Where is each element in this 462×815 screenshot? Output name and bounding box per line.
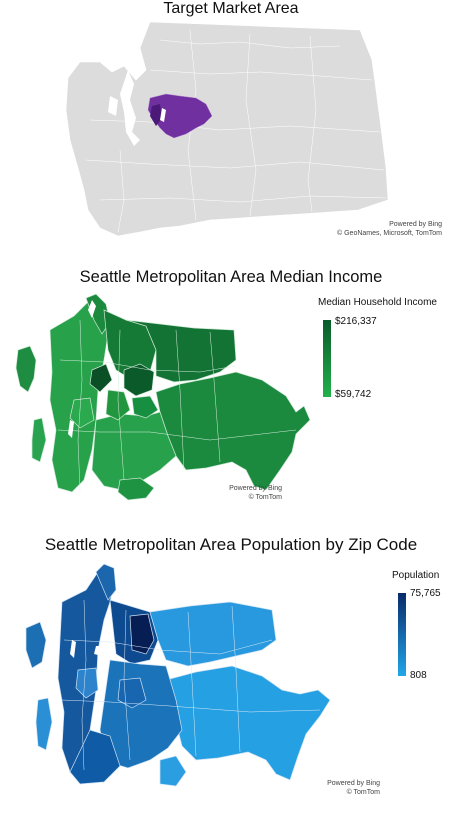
income-legend-max: $216,337 bbox=[335, 316, 377, 327]
population-legend-max: 75,765 bbox=[410, 588, 441, 599]
population-legend-min: 808 bbox=[410, 670, 427, 681]
population-legend-title: Population bbox=[392, 570, 440, 581]
income-choropleth-map bbox=[15, 293, 311, 501]
target-map-credit: Powered by Bing © GeoNames, Microsoft, T… bbox=[337, 221, 442, 237]
income-legend-colorbar bbox=[323, 320, 331, 397]
population-map-title: Seattle Metropolitan Area Population by … bbox=[44, 535, 418, 554]
population-legend-colorbar bbox=[398, 593, 406, 676]
income-legend-title: Median Household Income bbox=[318, 297, 437, 308]
washington-state-shape bbox=[65, 21, 389, 237]
target-map-title: Target Market Area bbox=[163, 0, 299, 17]
population-map-credit: Powered by Bing © TomTom bbox=[327, 780, 380, 796]
income-legend-min: $59,742 bbox=[335, 389, 372, 400]
income-map-credit: Powered by Bing © TomTom bbox=[229, 485, 282, 501]
income-map-title: Seattle Metropolitan Area Median Income bbox=[79, 268, 383, 286]
washington-state-map bbox=[65, 21, 389, 237]
